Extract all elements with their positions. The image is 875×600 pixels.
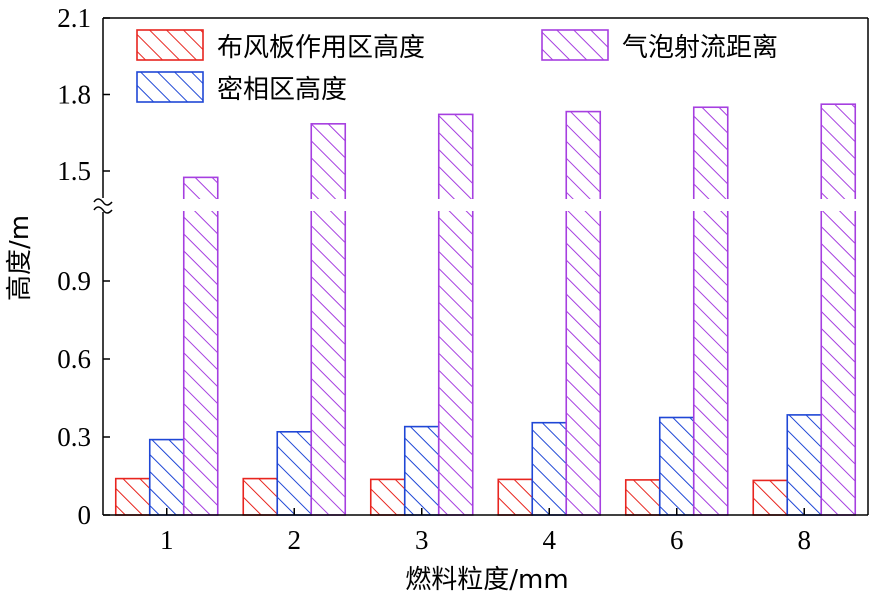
bar-series-1-cat-3 — [403, 425, 440, 516]
y-axis-title: 高度/m — [5, 215, 35, 301]
axes-layer — [93, 17, 869, 516]
y-tick-label: 0.9 — [57, 266, 91, 296]
x-tick-label: 8 — [798, 525, 812, 555]
bar-series-2-cat-2 — [310, 123, 347, 516]
x-tick-label: 2 — [288, 525, 302, 555]
legend-label-1: 密相区高度 — [217, 75, 347, 105]
bar-series-2-cat-8 — [820, 103, 857, 516]
bar-series-0-cat-2 — [242, 477, 279, 516]
y-tick-label: 0.6 — [57, 344, 91, 374]
bar-series-1-cat-6 — [658, 416, 695, 516]
y-tick-label: 0 — [78, 500, 92, 530]
bar-series-0-cat-3 — [369, 478, 406, 516]
legend-swatch-2 — [541, 29, 609, 61]
bar-series-0-cat-1 — [114, 477, 151, 516]
bar-series-0-cat-4 — [497, 478, 534, 516]
bar-series-2-cat-3 — [437, 113, 474, 516]
bar-series-1-cat-2 — [276, 430, 313, 516]
bar-series-2-cat-4 — [565, 110, 602, 516]
y-tick-label: 1.5 — [57, 156, 91, 186]
ticks-layer: 0 0.3 0.6 0.9 1.5 1.8 2.1 1 2 3 4 6 8 — [57, 3, 811, 555]
x-tick-label: 1 — [160, 525, 174, 555]
legend-label-2: 气泡射流距离 — [622, 33, 778, 63]
bar-series-2-cat-6 — [692, 106, 729, 516]
axis-break-mark-upper — [93, 198, 113, 206]
bar-series-1-cat-1 — [148, 438, 185, 516]
x-tick-label: 3 — [415, 525, 429, 555]
y-tick-label: 0.3 — [57, 422, 91, 452]
axis-break-gap — [104, 199, 867, 211]
bar-series-1-cat-8 — [786, 414, 823, 516]
x-tick-label: 4 — [543, 525, 557, 555]
x-axis-title: 燃料粒度/mm — [405, 565, 568, 595]
axis-break-mark-lower — [93, 206, 113, 214]
bar-series-0-cat-8 — [752, 479, 789, 516]
legend-swatch-1 — [136, 71, 204, 103]
legend-swatch-0 — [136, 29, 204, 61]
y-tick-label: 1.8 — [57, 80, 91, 110]
bar-series-2-cat-1 — [182, 176, 219, 516]
y-tick-label: 2.1 — [57, 3, 91, 33]
legend-label-0: 布风板作用区高度 — [217, 33, 425, 63]
x-tick-label: 6 — [670, 525, 684, 555]
bars-layer — [104, 103, 867, 516]
bar-series-1-cat-4 — [531, 421, 568, 516]
bar-series-0-cat-6 — [624, 479, 661, 516]
